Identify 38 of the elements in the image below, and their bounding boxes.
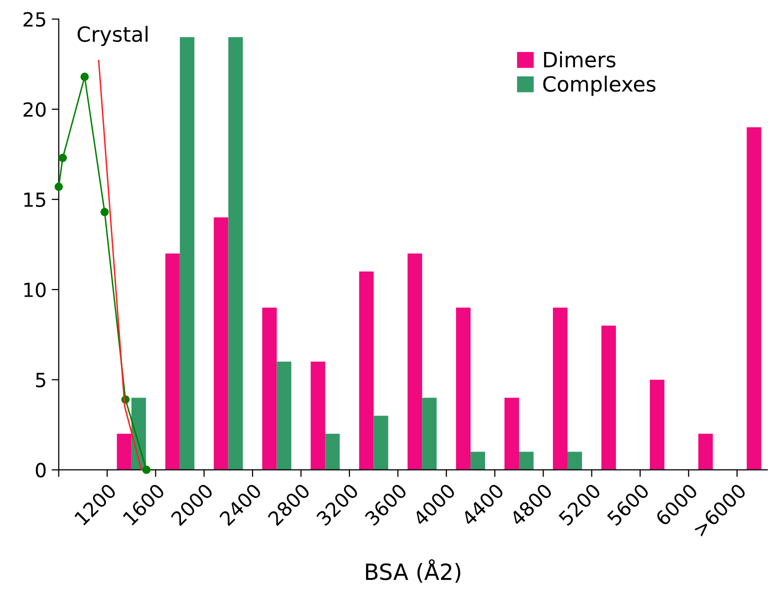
y-tick-label: 20 [24,102,46,117]
bar [746,127,762,470]
bar [180,37,194,470]
bar [456,308,471,470]
bar [698,434,713,470]
y-tick-label: 15 [24,192,46,208]
y-tick-label: 25 [24,12,46,27]
bar [567,452,582,470]
y-tick-label: 5 [36,372,46,388]
bar [325,434,340,470]
bar [504,398,520,470]
bar [552,308,568,470]
y-tick-label: 0 [36,462,46,478]
bar [214,217,228,470]
point [58,154,67,162]
point [142,466,151,474]
bar [262,308,277,470]
annotation: Crystal [78,26,148,46]
bar [422,398,437,470]
bar [359,272,374,470]
legend-label: Complexes [543,76,656,96]
point [54,182,63,191]
bar [276,362,292,470]
point [80,72,89,81]
bar [165,253,180,470]
bar [601,326,616,470]
legend-label: Dimers [544,51,616,68]
bar [116,434,132,470]
bar [519,452,534,470]
x-axis-title: BSA (Å2) [366,559,460,583]
bar [470,452,486,470]
bar [374,416,388,470]
bar [408,253,422,470]
y-tick-label: 10 [24,282,46,298]
point [100,208,109,216]
bar [310,362,326,470]
bar [228,37,243,470]
bar [650,380,664,470]
